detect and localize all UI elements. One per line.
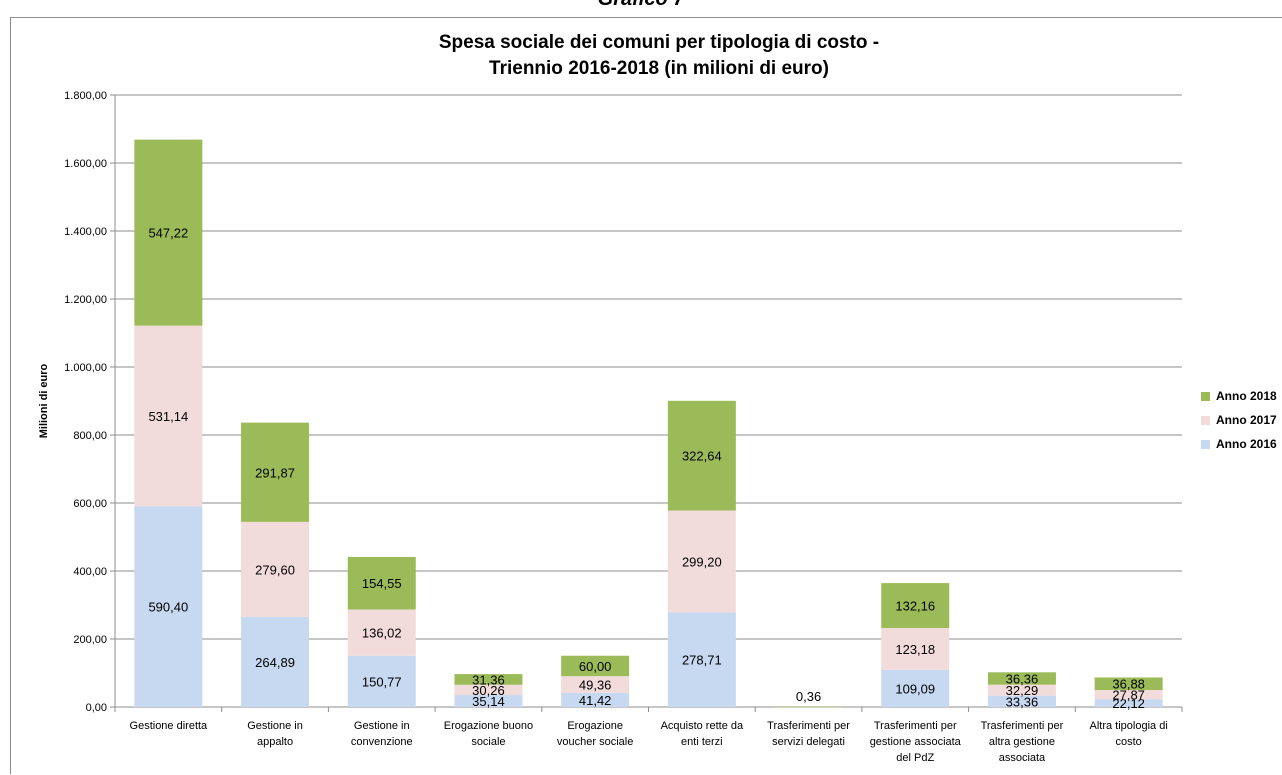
x-tick-label: Erogazione buono [444, 720, 533, 732]
bar-anno-2018 [561, 655, 630, 677]
bar-anno-2018 [1094, 677, 1163, 691]
bar-anno-2018 [241, 422, 310, 522]
bar-anno-2017 [987, 684, 1056, 696]
legend-swatch [1201, 440, 1210, 449]
data-label: 30,26 [472, 683, 505, 698]
data-label: 154,55 [362, 576, 402, 591]
data-label: 279,60 [255, 562, 295, 577]
x-tick-label: Gestione diretta [130, 720, 209, 732]
data-label: 27,87 [1112, 688, 1145, 703]
legend-swatch [1201, 416, 1210, 425]
data-label: 0,36 [796, 689, 821, 704]
y-tick-label: 1.400,00 [64, 226, 107, 238]
y-tick-label: 1.800,00 [64, 90, 107, 102]
x-tick-label: Altra tipologia di [1090, 720, 1168, 732]
bar-anno-2016 [561, 692, 630, 707]
x-tick-label: Trasferimenti per [981, 720, 1064, 732]
data-label: 590,40 [148, 600, 188, 615]
x-tick-label: del PdZ [896, 752, 934, 764]
legend-label: Anno 2018 [1216, 389, 1277, 403]
bar-anno-2016 [667, 612, 736, 707]
x-tick-label: appalto [257, 736, 293, 748]
x-tick-label: costo [1116, 736, 1142, 748]
y-tick-label: 600,00 [73, 498, 107, 510]
x-tick-label: Trasferimenti per [874, 720, 957, 732]
x-tick-label: Gestione in [354, 720, 410, 732]
data-label: 35,14 [472, 694, 505, 709]
data-label: 278,71 [682, 653, 722, 668]
bar-anno-2018 [667, 400, 736, 511]
bar-anno-2016 [454, 695, 523, 707]
chart-subtitle: Triennio 2016-2018 (in milioni di euro) [489, 58, 829, 79]
x-tick-label: associata [999, 752, 1046, 764]
bar-anno-2016 [241, 616, 310, 707]
bar-anno-2017 [347, 609, 416, 656]
data-label: 36,36 [1006, 671, 1039, 686]
data-label: 31,36 [472, 672, 505, 687]
data-label: 531,14 [148, 409, 188, 424]
chart-frame: Spesa sociale dei comuni per tipologia d… [10, 17, 1282, 774]
legend-label: Anno 2017 [1216, 413, 1277, 427]
x-tick-label: sociale [471, 736, 505, 748]
chart-caption: Grafico 7 [0, 0, 1282, 11]
legend-swatch [1201, 392, 1210, 401]
bar-anno-2016 [134, 506, 203, 707]
bar-anno-2018 [454, 674, 523, 685]
data-label: 33,36 [1006, 694, 1039, 709]
data-label: 291,87 [255, 465, 295, 480]
data-label: 547,22 [148, 226, 188, 241]
bar-anno-2018 [134, 139, 203, 326]
bar-anno-2018 [987, 672, 1056, 685]
data-label: 322,64 [682, 449, 722, 464]
data-label: 132,16 [895, 599, 935, 614]
bar-anno-2017 [881, 628, 950, 670]
bar-anno-2017 [134, 325, 203, 507]
data-label: 32,29 [1006, 683, 1039, 698]
y-axis-title: Milioni di euro [38, 363, 50, 438]
stacked-bar-chart: Spesa sociale dei comuni per tipologia d… [38, 32, 1277, 764]
data-label: 299,20 [682, 554, 722, 569]
x-tick-label: Trasferimenti per [767, 720, 850, 732]
x-tick-label: Gestione in [247, 720, 303, 732]
data-label: 136,02 [362, 626, 402, 641]
x-tick-label: voucher sociale [557, 736, 633, 748]
x-tick-label: Erogazione [567, 720, 623, 732]
bar-anno-2017 [667, 510, 736, 613]
x-tick-label: gestione associata [870, 736, 962, 748]
y-tick-label: 400,00 [73, 566, 107, 578]
bar-anno-2017 [1094, 690, 1163, 700]
data-label: 150,77 [362, 674, 402, 689]
bar-anno-2018 [347, 556, 416, 610]
bar-anno-2017 [454, 684, 523, 696]
x-tick-label: servizi delegati [772, 736, 845, 748]
data-label: 60,00 [579, 659, 612, 674]
bar-anno-2016 [347, 655, 416, 707]
x-tick-label: convenzione [351, 736, 413, 748]
legend-label: Anno 2016 [1216, 437, 1277, 451]
y-tick-label: 800,00 [73, 430, 107, 442]
bar-anno-2016 [881, 669, 950, 707]
data-label: 36,88 [1112, 677, 1145, 692]
y-tick-label: 1.000,00 [64, 362, 107, 374]
bar-anno-2017 [241, 521, 310, 617]
data-label: 22,12 [1112, 696, 1145, 711]
y-tick-label: 1.600,00 [64, 158, 107, 170]
bar-anno-2016 [987, 695, 1056, 707]
bar-anno-2018 [774, 706, 843, 708]
data-label: 264,89 [255, 655, 295, 670]
y-tick-label: 200,00 [73, 634, 107, 646]
data-label: 41,42 [579, 693, 612, 708]
chart-title: Spesa sociale dei comuni per tipologia d… [439, 32, 879, 53]
bar-anno-2016 [1094, 699, 1163, 707]
data-label: 123,18 [895, 642, 935, 657]
x-tick-label: altra gestione [989, 736, 1055, 748]
y-tick-label: 0,00 [86, 702, 107, 714]
x-tick-label: enti terzi [681, 736, 723, 748]
data-label: 49,36 [579, 678, 612, 693]
data-label: 109,09 [895, 681, 935, 696]
x-tick-label: Acquisto rette da [661, 720, 744, 732]
bar-anno-2018 [881, 583, 950, 629]
y-tick-label: 1.200,00 [64, 294, 107, 306]
bar-anno-2017 [561, 676, 630, 693]
